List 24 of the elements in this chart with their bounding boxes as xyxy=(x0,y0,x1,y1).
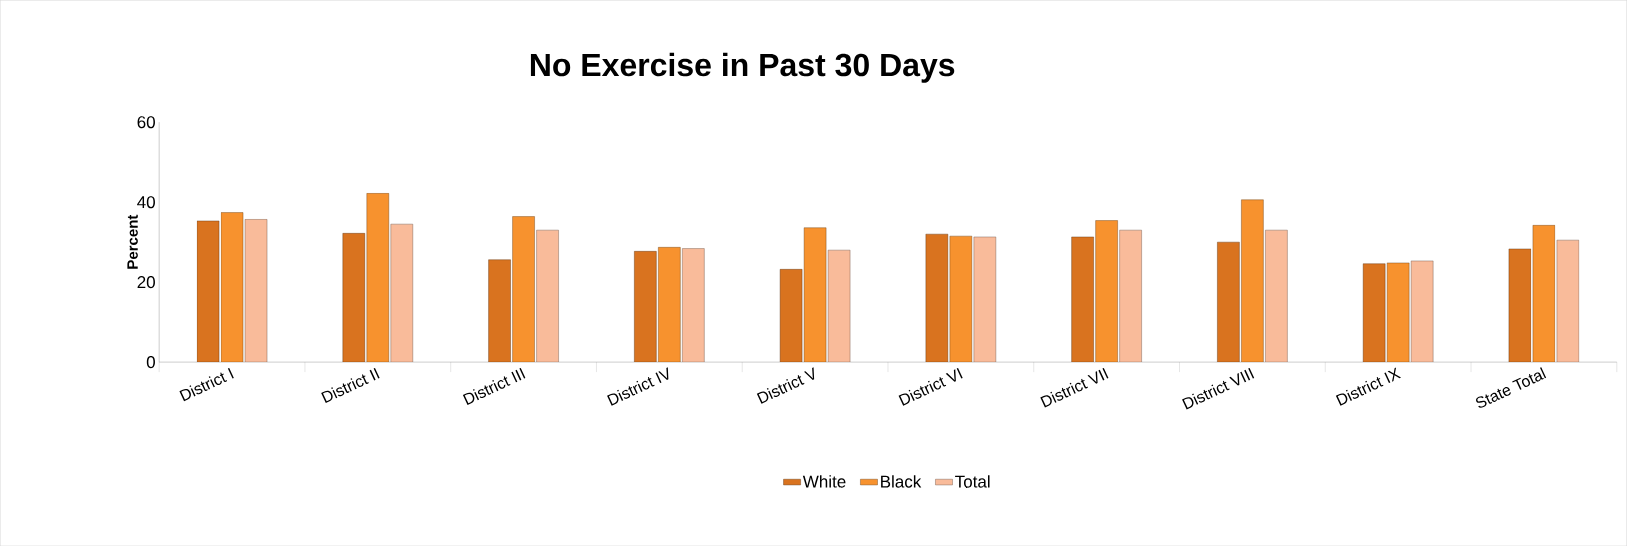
bar xyxy=(1071,236,1094,362)
bar xyxy=(634,251,657,362)
bar xyxy=(1362,263,1386,362)
bar xyxy=(390,223,413,362)
y-tick-label: 0 xyxy=(146,355,155,369)
x-tick-label: State Total xyxy=(1475,367,1547,408)
bar xyxy=(488,259,511,362)
bar xyxy=(925,233,949,362)
legend-label: Total xyxy=(955,475,990,488)
y-axis-title: Percent xyxy=(127,214,138,269)
bar xyxy=(196,220,220,362)
chart-title: No Exercise in Past 30 Days xyxy=(530,52,955,83)
bar xyxy=(1265,229,1288,362)
legend-label: White xyxy=(802,475,846,488)
y-tick-label: 60 xyxy=(137,116,155,129)
bar xyxy=(682,248,705,362)
bar xyxy=(1217,241,1240,362)
bar xyxy=(244,219,268,362)
y-tick-label: 20 xyxy=(137,275,155,289)
bar xyxy=(342,233,366,362)
y-tick-label: 40 xyxy=(137,196,155,209)
bar xyxy=(1119,229,1142,362)
bar xyxy=(536,229,559,362)
legend-label: Black xyxy=(881,475,922,488)
